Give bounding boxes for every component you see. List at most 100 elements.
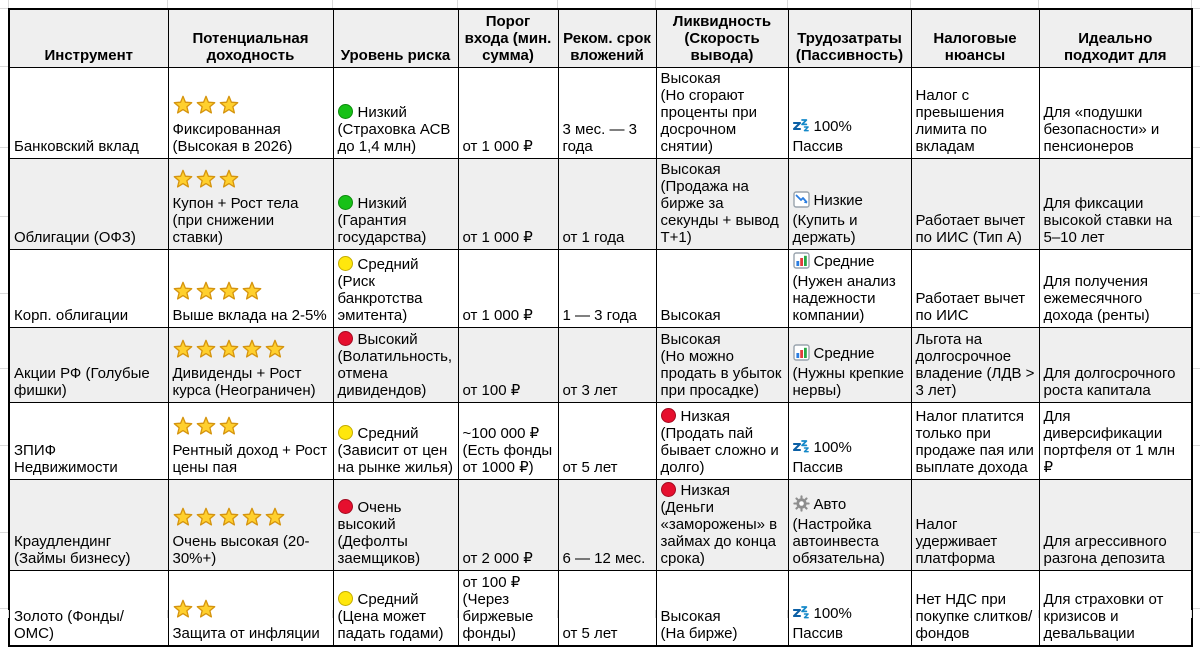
sleep-icon — [792, 604, 810, 625]
ideal-cell: Для получения ежемесячного дохода (ренты… — [1038, 248, 1193, 328]
risk-note: (Риск банкротства эмитента) — [338, 273, 454, 324]
star-icon — [173, 95, 193, 121]
liquidity-level-line: Высокая — [661, 161, 784, 178]
risk-level-line: Низкий — [337, 103, 454, 121]
gridline-stub — [1193, 532, 1200, 533]
effort-cell: Авто (Настройка автоинвеста обязательна) — [787, 478, 912, 571]
star-icon — [196, 95, 216, 121]
risk-note: (Гарантия государства) — [338, 212, 454, 246]
risk-label: Очень высокий — [337, 498, 402, 533]
entry-threshold-value: от 100 ₽ (Через биржевые фонды) — [462, 574, 534, 642]
risk-yellow-dot-icon — [337, 424, 353, 440]
risk-red-dot-icon — [337, 498, 353, 514]
risk-label: Низкий — [357, 103, 407, 121]
instrument-cell: Облигации (ОФЗ) — [8, 157, 169, 250]
tax-text: Нет НДС при покупке слитков/фондов — [915, 591, 1033, 642]
gridline-stub — [0, 445, 8, 446]
tax-cell: Налог платится только при продаже пая ил… — [910, 401, 1040, 480]
star-icon — [219, 281, 239, 307]
gridline-stub — [0, 368, 8, 369]
entry-threshold-value: от 100 ₽ — [462, 381, 521, 399]
effort-label: Авто — [813, 495, 847, 513]
column-header-effort: Трудозатраты (Пассивность) — [787, 8, 912, 68]
entry-threshold-cell: от 1 000 ₽ — [457, 248, 559, 328]
tax-cell: Работает вычет по ИИС (Тип А) — [910, 157, 1040, 250]
yield-cell: Купон + Рост тела (при снижении ставки) — [167, 157, 334, 250]
risk-note-text: (Цена может падать годами) — [337, 608, 444, 642]
liquidity-note-text: (Продажа на бирже за секунды + вывод Т+1… — [660, 177, 779, 246]
yield-cell: Выше вклада на 2-5% — [167, 248, 334, 328]
gridline-stub — [457, 0, 458, 8]
yield-text-value: Рентный доход + Рост цены пая — [172, 441, 328, 476]
yield-text: Выше вклада на 2-5% — [173, 307, 329, 324]
liquidity-note-text: (Деньги «заморожены» в займах до конца с… — [660, 498, 778, 567]
liquidity-level-line: Высокая — [661, 608, 784, 625]
effort-note: Пассив — [793, 138, 907, 155]
liquidity-label: Высокая — [660, 330, 721, 348]
gridline-stub — [910, 0, 911, 8]
yield-cell: Фиксированная (Высокая в 2026) — [167, 66, 334, 159]
risk-label: Средний — [357, 424, 419, 442]
risk-cell: Средний (Зависит от цен на рынке жилья) — [332, 401, 459, 480]
effort-note: (Нужны крепкие нервы) — [793, 365, 907, 399]
entry-threshold-value: от 1 000 ₽ — [462, 137, 533, 155]
gridline-stub — [787, 610, 788, 618]
table-row: ЗПИФ Недвижимости Рентный доход + Рост це… — [8, 401, 1193, 480]
table-row: Облигации (ОФЗ) Купон + Рост тела (при сн… — [8, 157, 1193, 250]
term-cell: 1 — 3 года — [557, 248, 657, 328]
gridline-stub — [167, 0, 168, 8]
liquidity-red-dot-icon — [660, 481, 676, 497]
star-icon — [196, 599, 216, 625]
gridline-stub — [8, 0, 9, 8]
liquidity-note: (Продать пай бывает сложно и долго) — [661, 425, 784, 476]
effort-cell: 100% Пассив — [787, 66, 912, 159]
entry-threshold-cell: от 1 000 ₽ — [457, 157, 559, 250]
table-row: Акции РФ (Голубые фишки) Дивиденды + Рост… — [8, 326, 1193, 403]
liquidity-cell: Низкая (Деньги «заморожены» в займах до к… — [655, 478, 789, 571]
gridline-stub — [0, 147, 8, 148]
liquidity-level-line: Высокая — [661, 307, 784, 324]
ideal-text: Для долгосрочного роста капитала — [1043, 364, 1176, 399]
gridline-stub — [655, 610, 656, 618]
risk-note: (Зависит от цен на рынке жилья) — [338, 442, 454, 476]
gridline-stub — [1191, 610, 1192, 618]
sleep-icon — [792, 117, 810, 138]
term-value: от 5 лет — [562, 458, 618, 476]
effort-note-text: (Купить и держать) — [792, 211, 858, 246]
ideal-cell: Для диверсификации портфеля от 1 млн ₽ — [1038, 401, 1193, 480]
star-icon — [173, 599, 193, 625]
liquidity-note-text: (На бирже) — [660, 625, 738, 642]
risk-note-text: (Волатильность, отмена дивидендов) — [337, 347, 453, 399]
gridline-stub — [0, 532, 8, 533]
risk-label: Высокий — [357, 330, 418, 348]
instrument-name: ЗПИФ Недвижимости — [14, 441, 118, 476]
yield-stars — [173, 416, 329, 442]
liquidity-level-line: Высокая — [661, 331, 784, 348]
effort-label: 100% — [813, 117, 852, 135]
risk-note: (Страховка АСВ до 1,4 млн) — [338, 121, 454, 155]
star-icon — [196, 169, 216, 195]
ideal-cell: Для долгосрочного роста капитала — [1038, 326, 1193, 403]
risk-note: (Цена может падать годами) — [338, 608, 454, 642]
tax-cell: Льгота на долгосрочное владение (ЛДВ > 3… — [910, 326, 1040, 403]
star-icon — [265, 339, 285, 365]
yield-text-value: Защита от инфляции — [172, 625, 320, 642]
risk-note-text: (Гарантия государства) — [337, 211, 427, 246]
risk-red-dot-icon — [337, 330, 353, 346]
star-icon — [173, 169, 193, 195]
tax-text: Налог платится только при продаже пая ил… — [915, 407, 1034, 476]
sleep-icon — [792, 438, 810, 459]
effort-line: 100% — [792, 604, 907, 625]
column-header-term: Реком. срок вложений — [557, 8, 657, 68]
risk-note-text: (Риск банкротства эмитента) — [337, 272, 423, 324]
gridline-stub — [332, 0, 333, 8]
effort-note: (Купить и держать) — [793, 212, 907, 246]
star-icon — [173, 507, 193, 533]
entry-threshold-cell: ~100 000 ₽ (Есть фонды от 1000 ₽) — [457, 401, 559, 480]
effort-cell: Средние (Нужны крепкие нервы) — [787, 326, 912, 403]
effort-line: 100% — [792, 117, 907, 138]
risk-level-line: Высокий — [337, 330, 454, 348]
gridline-stub — [1193, 8, 1200, 9]
effort-note-text: Пассив — [792, 458, 843, 476]
entry-threshold-cell: от 2 000 ₽ — [457, 478, 559, 571]
